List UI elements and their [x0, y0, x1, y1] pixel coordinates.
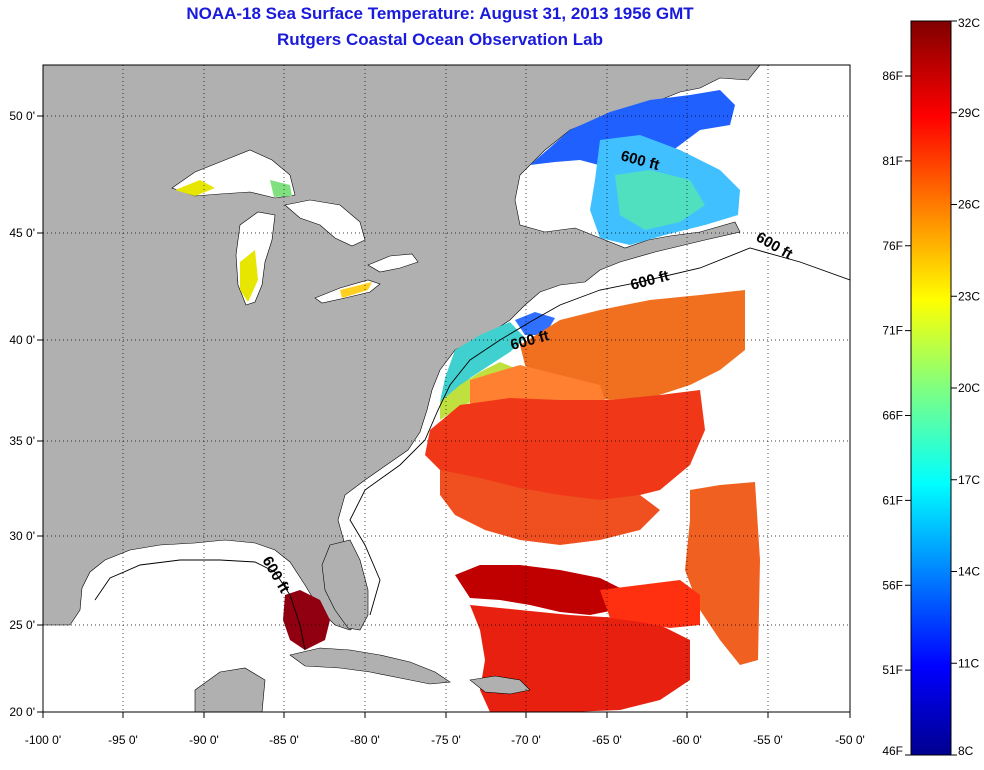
x-tick-label: -85 0' [269, 733, 299, 747]
y-tick-label: 20 0' [9, 705, 35, 719]
x-tick-label: -50 0' [835, 733, 865, 747]
colorbar [910, 20, 952, 756]
x-tick-label: -60 0' [672, 733, 702, 747]
colorbar-celsius-label: 11C [958, 656, 979, 670]
lake-superior-sst [175, 180, 215, 196]
colorbar-celsius-label: 20C [958, 381, 980, 395]
y-tick-label: 30 0' [9, 529, 35, 543]
colorbar-ticks: 32C 29C 26C 23C 20C 17C 14C 11C 8C 86F 81F 76F 71F 66… [882, 16, 980, 758]
x-tick-label: -95 0' [108, 733, 138, 747]
hispaniola [469, 675, 531, 695]
cuba [289, 647, 451, 685]
colorbar-celsius-label: 29C [958, 106, 980, 120]
x-tick-label: -80 0' [350, 733, 380, 747]
map-layers: 600 ft 600 ft 600 ft 600 ft 600 ft [43, 65, 850, 712]
x-tick-label: -55 0' [753, 733, 783, 747]
lake-michigan-sst [240, 250, 258, 302]
isobath-600ft-atlantic [349, 247, 850, 616]
lake-huron [284, 199, 366, 247]
y-tick-label: 40 0' [9, 333, 35, 347]
x-tick-label: -70 0' [511, 733, 541, 747]
y-tick-label: 50 0' [9, 109, 35, 123]
map-subtitle: Rutgers Coastal Ocean Observation Lab [277, 30, 603, 49]
caribbean-sst-2 [600, 580, 700, 628]
colorbar-fahrenheit-label: 51F [882, 663, 903, 677]
map-title: NOAA-18 Sea Surface Temperature: August … [186, 4, 694, 23]
graticule [43, 65, 850, 712]
colorbar-celsius-label: 14C [958, 565, 980, 579]
x-axis: -100 0' -95 0' -90 0' -85 0' -80 0' -75 0' -70… [25, 712, 865, 747]
lake-superior-sst-2 [270, 180, 292, 197]
x-tick-label: -65 0' [592, 733, 622, 747]
colorbar-fahrenheit-label: 61F [882, 493, 903, 507]
florida-gulf-sst [283, 590, 330, 650]
eastern-atlantic-sst [685, 482, 760, 665]
mid-atlantic-shelf-sst [440, 322, 525, 402]
y-tick-label: 25 0' [9, 618, 35, 632]
colorbar-fahrenheit-label: 56F [882, 578, 903, 592]
lake-ontario [367, 253, 419, 273]
gulf-stream-sst [425, 390, 705, 505]
northwest-atlantic-sst [520, 290, 745, 400]
florida-peninsula [321, 539, 369, 631]
colorbar-fahrenheit-label: 86F [882, 69, 903, 83]
y-tick-label: 45 0' [9, 226, 35, 240]
colorbar-fahrenheit-label: 76F [882, 239, 903, 253]
y-tick-label: 35 0' [9, 434, 35, 448]
colorbar-celsius-label: 32C [958, 16, 980, 30]
yucatan [194, 667, 266, 712]
colorbar-fahrenheit-label: 46F [882, 744, 903, 758]
colorbar-fahrenheit-label: 71F [882, 324, 903, 338]
colorbar-celsius-label: 17C [958, 473, 980, 487]
y-axis: 50 0' 45 0' 40 0' 35 0' 30 0' 25 0' 20 0' [9, 109, 43, 719]
caribbean-north-sst [455, 565, 620, 615]
sargasso-sst [440, 470, 660, 545]
colorbar-celsius-label: 26C [958, 198, 980, 212]
northwest-atlantic-sst-2 [470, 365, 605, 410]
scotian-shelf-sst-2 [615, 170, 705, 230]
gulf-stlawrence-sst [530, 90, 735, 168]
colorbar-celsius-label: 23C [958, 289, 980, 303]
colorbar-celsius-label: 8C [958, 744, 974, 758]
colorbar-fahrenheit-label: 81F [882, 154, 903, 168]
colorbar-fahrenheit-label: 66F [882, 409, 903, 423]
x-tick-label: -90 0' [189, 733, 219, 747]
x-tick-label: -100 0' [25, 733, 61, 747]
gulf-of-maine-sst [515, 312, 555, 335]
lake-erie-sst [340, 282, 372, 298]
isobath-600ft-gulf [94, 559, 306, 651]
x-tick-label: -75 0' [431, 733, 461, 747]
